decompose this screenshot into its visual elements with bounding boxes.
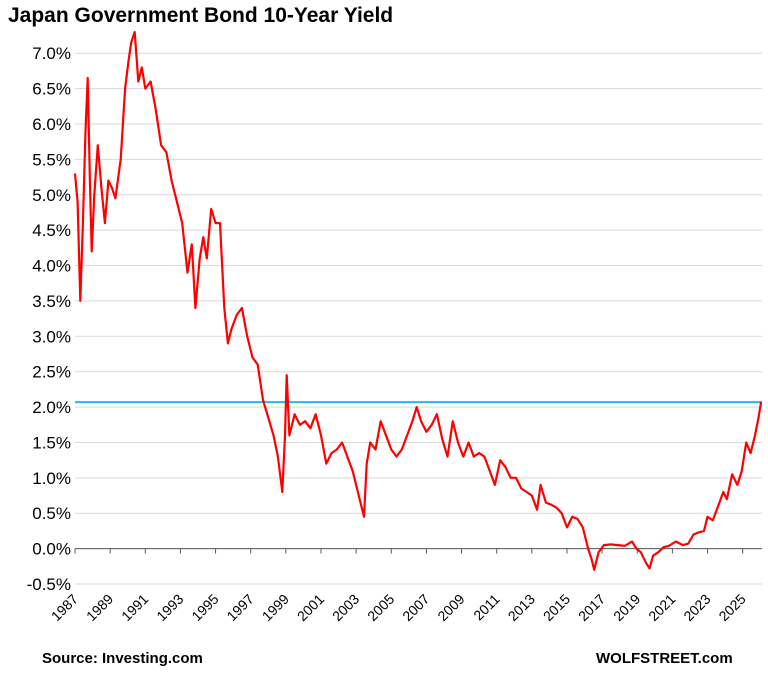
- y-tick-label: 6.0%: [32, 115, 71, 134]
- x-tick-label: 1995: [188, 591, 221, 624]
- y-tick-label: 2.0%: [32, 398, 71, 417]
- x-tick-label: 2017: [575, 591, 608, 624]
- y-tick-label: 1.5%: [32, 433, 71, 452]
- x-tick-label: 2025: [715, 591, 748, 624]
- source-note: Source: Investing.com: [42, 650, 203, 667]
- y-tick-label: -0.5%: [27, 575, 71, 594]
- y-tick-label: 7.0%: [32, 44, 71, 63]
- x-tick-label: 1997: [223, 591, 256, 624]
- y-tick-label: 6.5%: [32, 80, 71, 99]
- x-tick-label: 2003: [329, 591, 362, 624]
- y-tick-label: 3.0%: [32, 327, 71, 346]
- y-tick-label: 4.5%: [32, 221, 71, 240]
- site-credit: WOLFSTREET.com: [596, 650, 733, 667]
- x-tick-label: 1987: [48, 591, 81, 624]
- y-axis-ticks: -0.5% 0.0% 0.5% 1.0% 1.5% 2.0% 2.5% 3.0% 3.5% 4.0…: [27, 44, 71, 594]
- x-tick-label: 1989: [83, 591, 116, 624]
- series-line-jgb-10y-yield: [73, 30, 763, 571]
- x-tick-label: 2023: [680, 591, 713, 624]
- x-tick-label: 1991: [118, 591, 151, 624]
- grid-lines: [75, 52, 762, 585]
- y-tick-label: 5.5%: [32, 150, 71, 169]
- x-tick-label: 2007: [399, 591, 432, 624]
- x-tick-label: 1999: [259, 591, 292, 624]
- y-tick-label: 1.0%: [32, 469, 71, 488]
- x-tick-label: 2001: [294, 591, 327, 624]
- x-tick-label: 2009: [434, 591, 467, 624]
- y-tick-label: 0.5%: [32, 504, 71, 523]
- y-tick-label: 5.0%: [32, 186, 71, 205]
- chart-title: Japan Government Bond 10-Year Yield: [8, 4, 394, 27]
- y-tick-label: 2.5%: [32, 363, 71, 382]
- x-tick-label: 2021: [645, 591, 678, 624]
- y-tick-label: 4.0%: [32, 257, 71, 276]
- x-tick-label: 2015: [540, 591, 573, 624]
- y-tick-label: 3.5%: [32, 292, 71, 311]
- x-tick-label: 2013: [505, 591, 538, 624]
- x-tick-label: 2011: [470, 591, 503, 624]
- x-tick-label: 2005: [364, 591, 397, 624]
- y-tick-label: 0.0%: [32, 540, 71, 559]
- x-tick-label: 1993: [153, 591, 186, 624]
- x-tick-label: 2019: [610, 591, 643, 624]
